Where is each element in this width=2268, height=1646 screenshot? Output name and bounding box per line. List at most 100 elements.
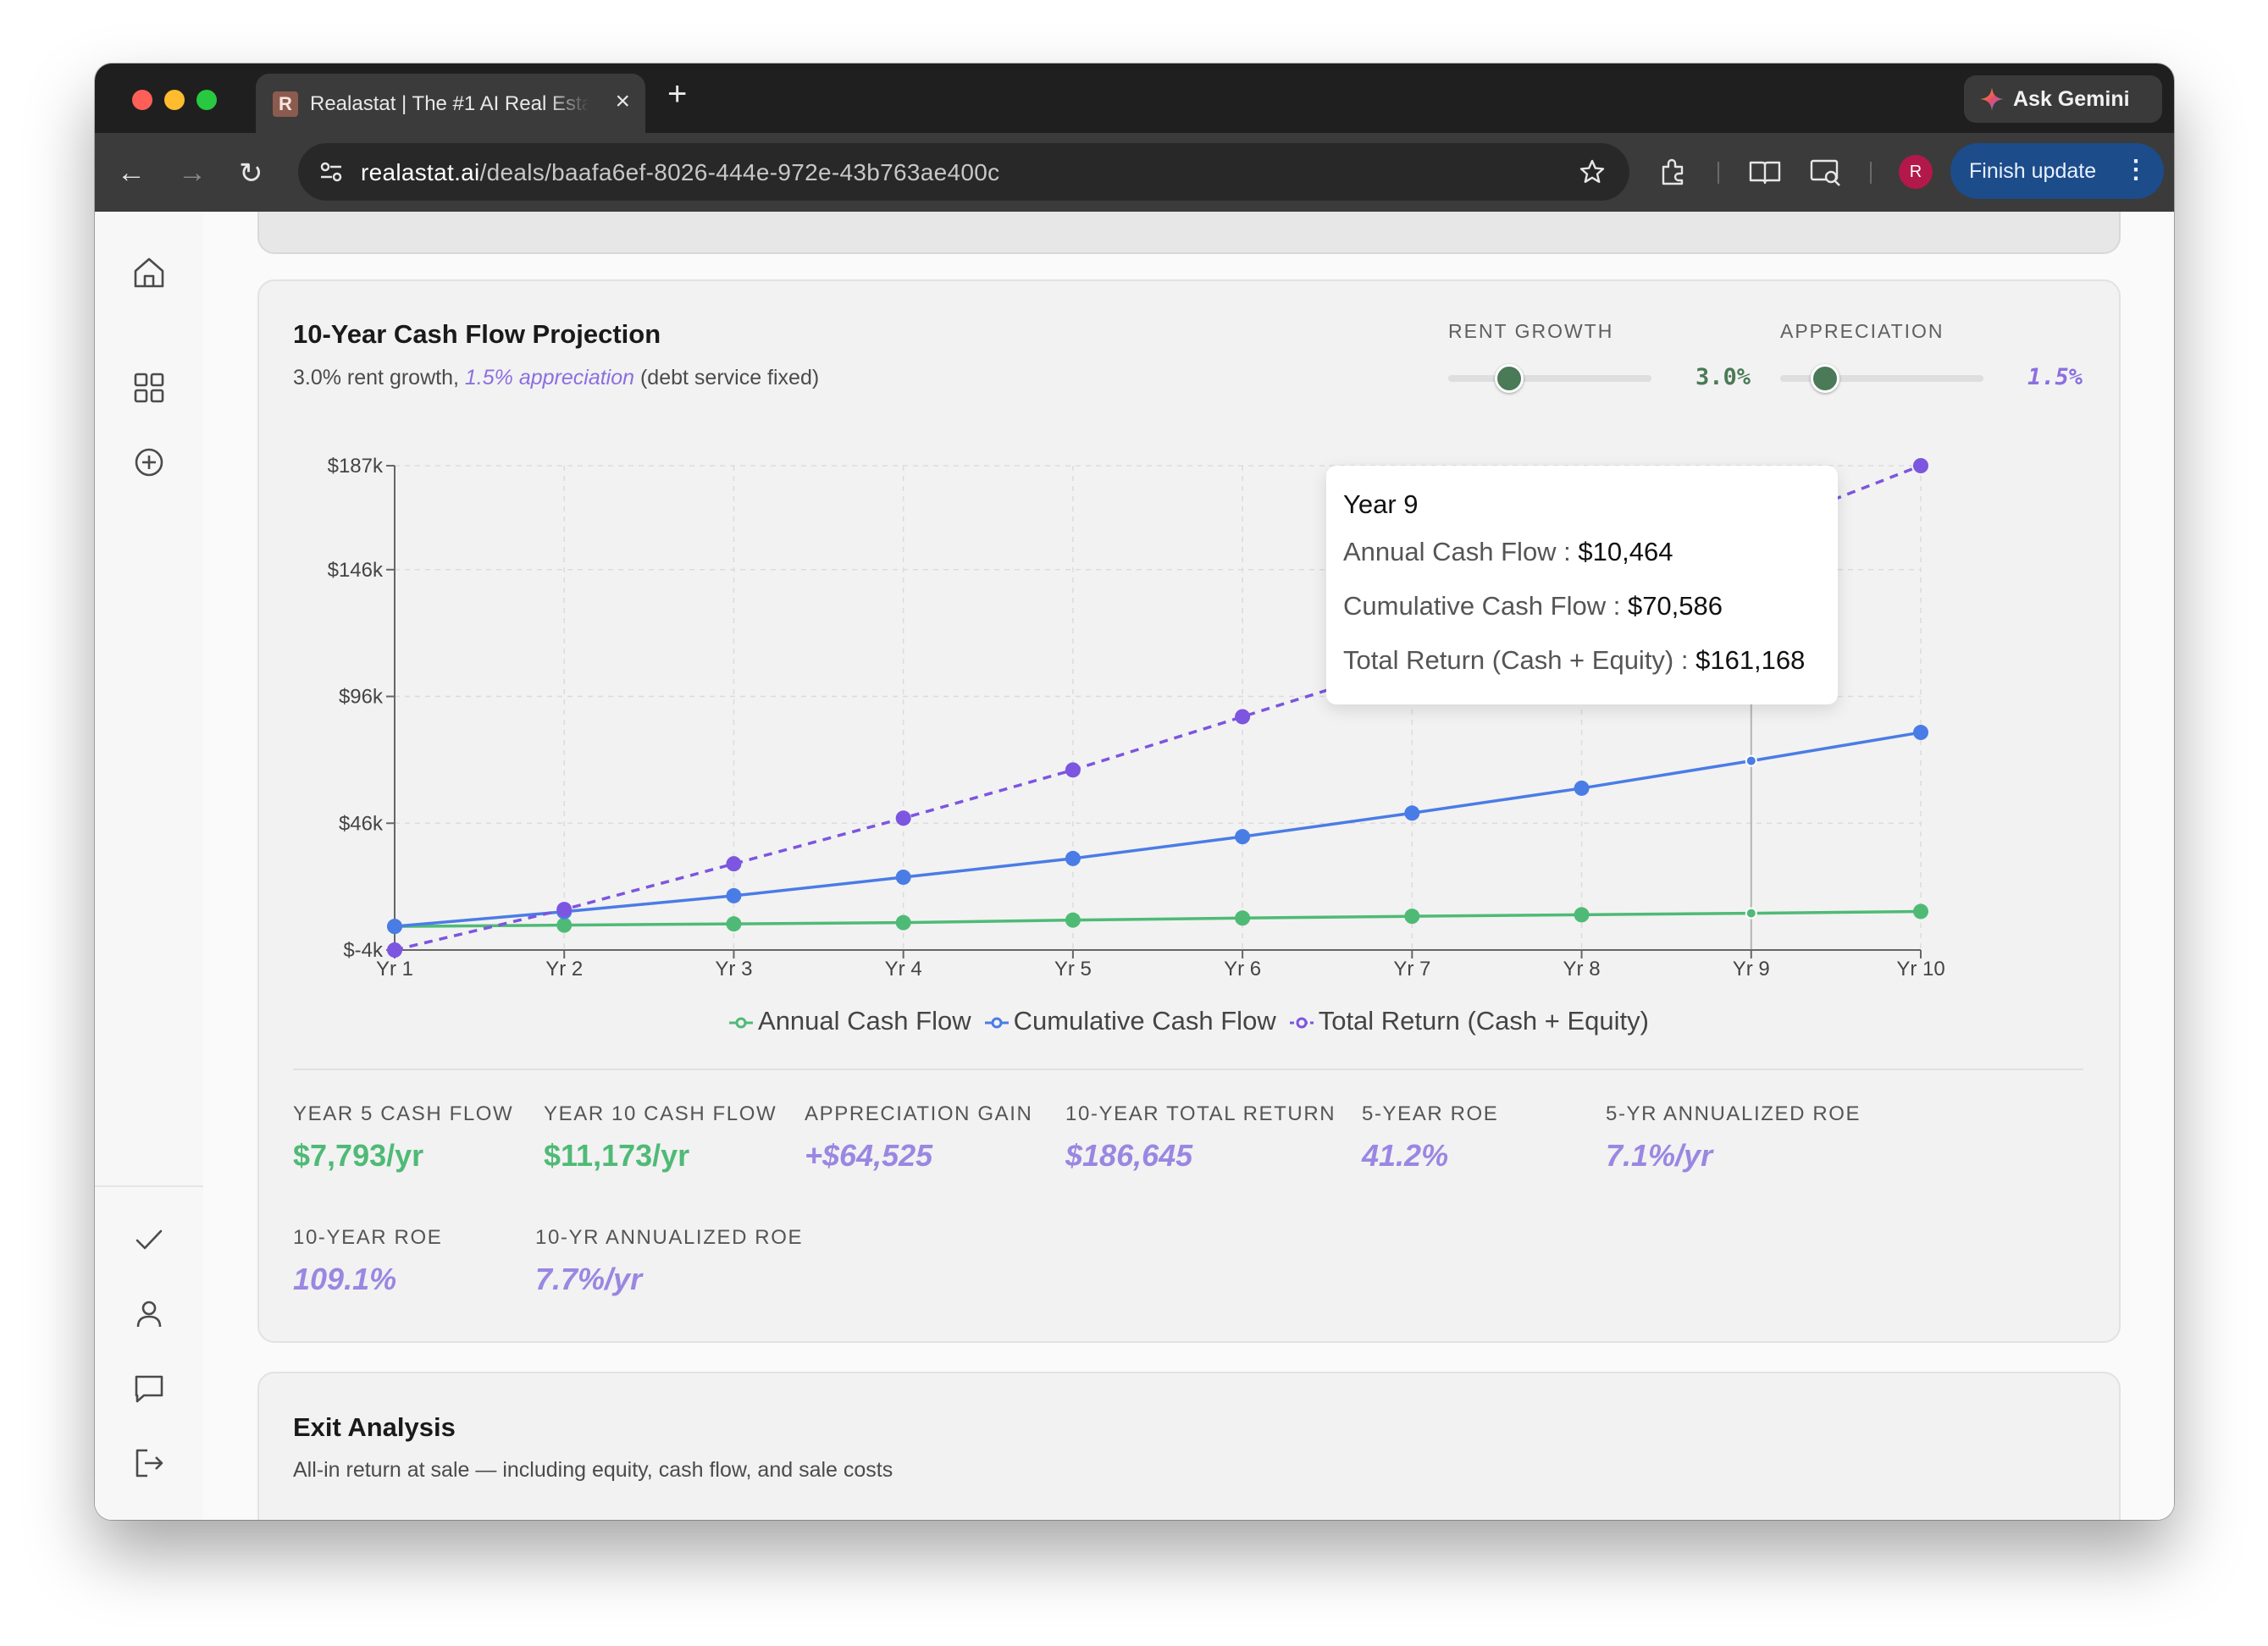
- x-tick-label: Yr 3: [715, 958, 752, 980]
- legend-item-annual-cash-flow[interactable]: Annual Cash Flow: [729, 1006, 971, 1036]
- tooltip-title: Year 9: [1343, 489, 1419, 519]
- finish-update-button[interactable]: Finish update ⋮: [1950, 143, 2164, 199]
- tab-strip: R Realastat | The #1 AI Real Estate × + …: [95, 64, 2174, 133]
- y-tick-label: $96k: [339, 686, 384, 709]
- total-return-cash-equity-point: [556, 902, 573, 918]
- x-tick-label: Yr 10: [1896, 958, 1944, 980]
- minimize-window-button[interactable]: [164, 90, 185, 110]
- new-tab-button[interactable]: +: [667, 75, 688, 113]
- stat-value: 7.1%/yr: [1606, 1138, 1713, 1173]
- forward-icon[interactable]: →: [178, 157, 207, 189]
- legend-item-total-return-cash-equity[interactable]: Total Return (Cash + Equity): [1289, 1006, 1649, 1036]
- legend-item-cumulative-cash-flow[interactable]: Cumulative Cash Flow: [984, 1006, 1276, 1036]
- annual-cash-flow-point: [1913, 903, 1928, 920]
- cumulative-cash-flow-point: [1404, 805, 1420, 821]
- user-icon[interactable]: [129, 1294, 169, 1334]
- back-icon[interactable]: ←: [117, 157, 146, 189]
- appreciation-value: 1.5%: [2027, 364, 2083, 390]
- ask-gemini-label: Ask Gemini: [2013, 87, 2130, 111]
- reload-icon[interactable]: ↻: [239, 157, 263, 190]
- appreciation-label: APPRECIATION: [1780, 320, 1944, 342]
- url-text[interactable]: realastat.ai/deals/baafa6ef-8026-444e-97…: [361, 159, 1000, 185]
- page: 10-Year Cash Flow Projection 3.0% rent g…: [95, 212, 2174, 1520]
- stat-label: YEAR 10 CASH FLOW: [544, 1102, 777, 1125]
- tooltip-total-row: Total Return (Cash + Equity) : $161,168: [1343, 645, 1806, 675]
- x-tick-label: Yr 6: [1224, 958, 1261, 980]
- cumulative-cash-flow-point: [1065, 850, 1081, 866]
- stat-label: YEAR 5 CASH FLOW: [293, 1102, 514, 1125]
- profile-avatar[interactable]: R: [1899, 155, 1933, 189]
- annual-cash-flow-point: [1404, 909, 1420, 925]
- gemini-sparkle-icon: [1980, 87, 2004, 111]
- finish-update-label: Finish update: [1969, 159, 2097, 183]
- stat-label: 10-YR ANNUALIZED ROE: [535, 1226, 804, 1249]
- address-bar[interactable]: realastat.ai/deals/baafa6ef-8026-444e-97…: [298, 143, 1629, 201]
- stat-value: 7.7%/yr: [535, 1262, 643, 1296]
- annual-cash-flow-point: [1745, 907, 1757, 920]
- stat-value: $7,793/yr: [293, 1138, 424, 1173]
- grid-icon[interactable]: [129, 367, 169, 408]
- x-tick-label: Yr 2: [545, 958, 583, 980]
- browser-window: R Realastat | The #1 AI Real Estate × + …: [95, 64, 2174, 1520]
- close-window-button[interactable]: [132, 90, 152, 110]
- y-tick-label: $187k: [328, 455, 384, 478]
- x-tick-label: Yr 8: [1563, 958, 1601, 980]
- chart-tooltip: Year 9 Annual Cash Flow : $10,464 Cumula…: [1326, 466, 1838, 704]
- rent-growth-slider[interactable]: [1448, 364, 1651, 393]
- check-icon[interactable]: [129, 1219, 169, 1260]
- section-divider: [293, 1069, 2083, 1070]
- ask-gemini-button[interactable]: Ask Gemini: [1964, 75, 2162, 123]
- sidebar: [95, 212, 205, 1520]
- appreciation-slider-thumb[interactable]: [1810, 364, 1839, 393]
- card-subtitle: 3.0% rent growth, 1.5% appreciation (deb…: [293, 366, 820, 389]
- favicon-icon: R: [273, 91, 298, 117]
- cumulative-cash-flow-point: [1745, 754, 1757, 767]
- home-icon[interactable]: [129, 252, 169, 293]
- total-return-cash-equity-point: [1065, 762, 1081, 778]
- cumulative-cash-flow-point: [387, 919, 402, 935]
- zoom-window-button[interactable]: [196, 90, 217, 110]
- toolbar-divider: [1718, 162, 1719, 184]
- cash-flow-projection-card: 10-Year Cash Flow Projection 3.0% rent g…: [257, 279, 2121, 1343]
- plus-circle-icon[interactable]: [129, 442, 169, 483]
- bookmark-star-icon[interactable]: [1579, 158, 1606, 185]
- y-tick-label: $-4k: [343, 939, 384, 962]
- cumulative-cash-flow-point: [1913, 725, 1928, 741]
- tab-close-icon[interactable]: ×: [615, 87, 630, 115]
- annual-cash-flow-point: [1574, 907, 1590, 923]
- tooltip-annual-row: Annual Cash Flow : $10,464: [1343, 537, 1673, 566]
- total-return-cash-equity-point: [1913, 458, 1928, 473]
- tooltip-cumulative-row: Cumulative Cash Flow : $70,586: [1343, 591, 1723, 621]
- more-menu-icon[interactable]: ⋮: [2123, 156, 2149, 184]
- logout-icon[interactable]: [129, 1443, 169, 1483]
- appreciation-slider[interactable]: [1780, 364, 1983, 393]
- y-tick-label: $146k: [328, 559, 384, 582]
- site-settings-icon[interactable]: [318, 159, 344, 185]
- rent-growth-slider-thumb[interactable]: [1495, 364, 1524, 393]
- stat-value: $186,645: [1065, 1138, 1193, 1173]
- extensions-icon[interactable]: [1658, 157, 1689, 187]
- x-tick-label: Yr 5: [1054, 958, 1092, 980]
- total-return-cash-equity-point: [387, 942, 402, 958]
- reading-list-icon[interactable]: [1748, 157, 1782, 187]
- x-tick-label: Yr 9: [1733, 958, 1770, 980]
- chat-icon[interactable]: [129, 1368, 169, 1409]
- rent-growth-value: 3.0%: [1695, 364, 1751, 390]
- y-tick-label: $46k: [339, 812, 384, 835]
- stat-label: APPRECIATION GAIN: [805, 1102, 1033, 1125]
- stat-label: 5-YEAR ROE: [1362, 1102, 1499, 1125]
- exit-analysis-card: Exit Analysis All-in return at sale — in…: [257, 1372, 2121, 1520]
- browser-tab[interactable]: R Realastat | The #1 AI Real Estate ×: [256, 74, 645, 133]
- cumulative-cash-flow-point: [726, 887, 742, 903]
- exit-subtitle: All-in return at sale — including equity…: [293, 1458, 893, 1482]
- total-return-cash-equity-point: [1235, 709, 1251, 725]
- annual-cash-flow-line: [394, 909, 1922, 928]
- screen-search-icon[interactable]: [1809, 157, 1843, 187]
- annual-cash-flow-point: [726, 916, 742, 932]
- previous-card: [257, 212, 2121, 254]
- annual-cash-flow-point: [895, 914, 911, 931]
- legend-label: Cumulative Cash Flow: [1013, 1006, 1276, 1036]
- cumulative-cash-flow-point: [895, 870, 911, 886]
- cumulative-cash-flow-line: [394, 731, 1922, 928]
- cumulative-cash-flow-point: [1574, 780, 1590, 796]
